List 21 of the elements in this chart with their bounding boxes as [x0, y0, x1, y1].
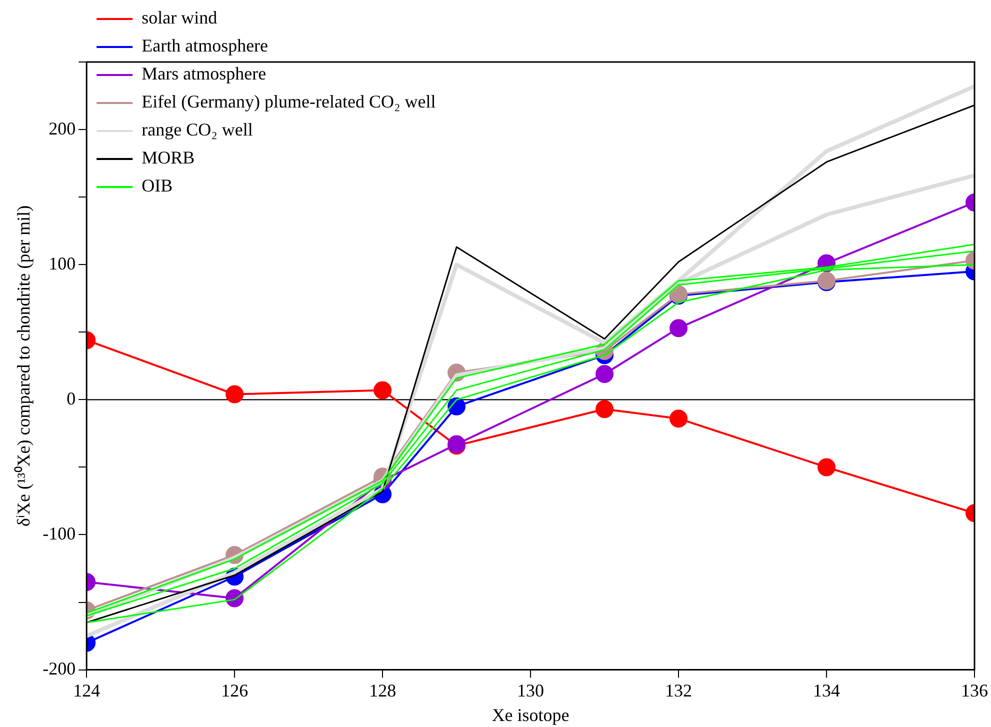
legend-label: range CO₂ well — [142, 120, 253, 140]
y-tick-label: -100 — [42, 523, 76, 544]
y-tick-label: 0 — [66, 388, 76, 408]
x-tick-label: 124 — [73, 680, 100, 700]
x-tick-label: 128 — [369, 680, 396, 700]
y-axis-title: δⁱXe (¹³⁰Xe) compared to chondrite (per mil) — [14, 205, 34, 526]
x-tick-label: 130 — [517, 680, 544, 700]
x-axis-title: Xe isotope — [492, 704, 570, 725]
legend-label: Mars atmosphere — [142, 64, 266, 84]
x-tick-label: 136 — [961, 680, 988, 700]
x-tick-label: 126 — [221, 680, 248, 700]
x-tick-label: 132 — [665, 680, 692, 700]
legend-label: OIB — [142, 176, 173, 196]
y-tick-label: 100 — [48, 253, 76, 274]
legend-label: solar wind — [142, 8, 218, 28]
legend-label: MORB — [142, 148, 195, 168]
legend-label: Earth atmosphere — [142, 36, 268, 56]
legend-label: Eifel (Germany) plume-related CO₂ well — [142, 92, 436, 112]
y-tick-label: -200 — [42, 658, 76, 679]
y-tick-label: 200 — [48, 118, 76, 138]
x-tick-label: 134 — [813, 680, 840, 700]
